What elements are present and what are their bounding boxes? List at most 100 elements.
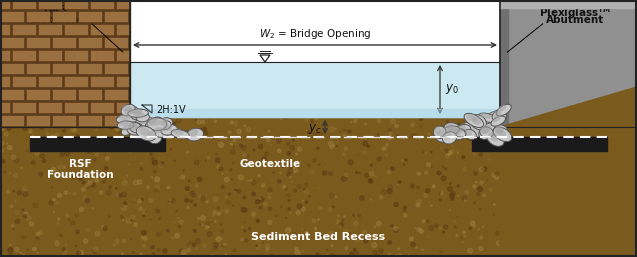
Circle shape	[600, 22, 602, 24]
Circle shape	[192, 243, 196, 246]
Circle shape	[397, 40, 399, 41]
Circle shape	[117, 194, 120, 197]
Circle shape	[311, 104, 315, 107]
Circle shape	[606, 20, 608, 22]
Circle shape	[398, 181, 401, 184]
Circle shape	[250, 42, 252, 44]
Circle shape	[531, 171, 533, 172]
Circle shape	[541, 218, 545, 222]
Circle shape	[15, 210, 18, 214]
Circle shape	[65, 251, 66, 252]
Circle shape	[592, 233, 595, 236]
Circle shape	[585, 155, 587, 156]
Circle shape	[316, 253, 319, 255]
Circle shape	[20, 167, 22, 169]
Circle shape	[566, 174, 570, 178]
Circle shape	[88, 181, 92, 185]
Circle shape	[633, 50, 636, 52]
Circle shape	[596, 194, 600, 198]
Polygon shape	[500, 87, 637, 257]
Circle shape	[359, 106, 363, 111]
Ellipse shape	[188, 129, 198, 136]
Circle shape	[517, 139, 522, 143]
Circle shape	[533, 120, 534, 121]
Circle shape	[136, 128, 138, 131]
Circle shape	[130, 128, 134, 132]
Circle shape	[154, 189, 157, 192]
Circle shape	[10, 45, 13, 48]
Circle shape	[52, 167, 56, 172]
Circle shape	[1, 46, 6, 51]
Circle shape	[110, 125, 113, 129]
Circle shape	[38, 53, 43, 58]
Circle shape	[78, 87, 80, 89]
Circle shape	[446, 154, 449, 158]
Circle shape	[87, 122, 89, 123]
Circle shape	[233, 24, 238, 29]
Circle shape	[231, 51, 234, 55]
Circle shape	[480, 167, 483, 171]
Circle shape	[316, 47, 318, 49]
Circle shape	[329, 142, 333, 146]
Circle shape	[359, 24, 362, 27]
Circle shape	[423, 102, 424, 103]
Circle shape	[26, 110, 31, 115]
Circle shape	[601, 237, 605, 240]
Circle shape	[479, 91, 480, 93]
Circle shape	[549, 190, 554, 195]
Circle shape	[203, 55, 207, 59]
Circle shape	[227, 33, 231, 38]
Circle shape	[163, 3, 166, 6]
Circle shape	[402, 98, 406, 102]
Circle shape	[217, 207, 220, 209]
Circle shape	[570, 83, 575, 87]
Circle shape	[126, 175, 128, 177]
Circle shape	[157, 102, 162, 107]
Circle shape	[252, 212, 255, 216]
Circle shape	[404, 159, 407, 161]
Circle shape	[40, 154, 45, 158]
Bar	[52, 63, 76, 74]
Circle shape	[338, 104, 340, 106]
Circle shape	[71, 11, 76, 15]
Circle shape	[603, 206, 606, 210]
Circle shape	[296, 251, 300, 255]
Circle shape	[353, 214, 355, 216]
Circle shape	[1, 142, 4, 145]
Circle shape	[330, 69, 331, 70]
Circle shape	[268, 221, 271, 224]
Circle shape	[48, 170, 52, 174]
Circle shape	[233, 249, 236, 252]
Ellipse shape	[444, 123, 462, 137]
Bar	[0, 76, 10, 87]
Circle shape	[297, 109, 299, 110]
Circle shape	[106, 94, 110, 98]
Circle shape	[57, 193, 61, 197]
Circle shape	[552, 252, 555, 255]
Circle shape	[262, 183, 265, 187]
Ellipse shape	[118, 121, 129, 126]
Circle shape	[39, 172, 43, 176]
Circle shape	[62, 16, 64, 17]
Circle shape	[391, 225, 393, 227]
Circle shape	[289, 176, 291, 178]
Circle shape	[229, 29, 232, 32]
Circle shape	[431, 23, 436, 27]
Circle shape	[396, 135, 399, 137]
Circle shape	[569, 231, 573, 235]
Circle shape	[144, 5, 147, 7]
Circle shape	[345, 33, 350, 37]
Circle shape	[260, 18, 262, 21]
Circle shape	[629, 1, 634, 5]
Circle shape	[53, 63, 54, 64]
Circle shape	[4, 10, 10, 15]
Circle shape	[387, 170, 391, 174]
Circle shape	[131, 68, 133, 70]
Bar	[78, 37, 102, 48]
Circle shape	[363, 230, 366, 233]
Circle shape	[537, 170, 541, 174]
Circle shape	[20, 85, 21, 87]
Circle shape	[170, 47, 173, 49]
Circle shape	[372, 4, 373, 5]
Circle shape	[315, 64, 320, 68]
